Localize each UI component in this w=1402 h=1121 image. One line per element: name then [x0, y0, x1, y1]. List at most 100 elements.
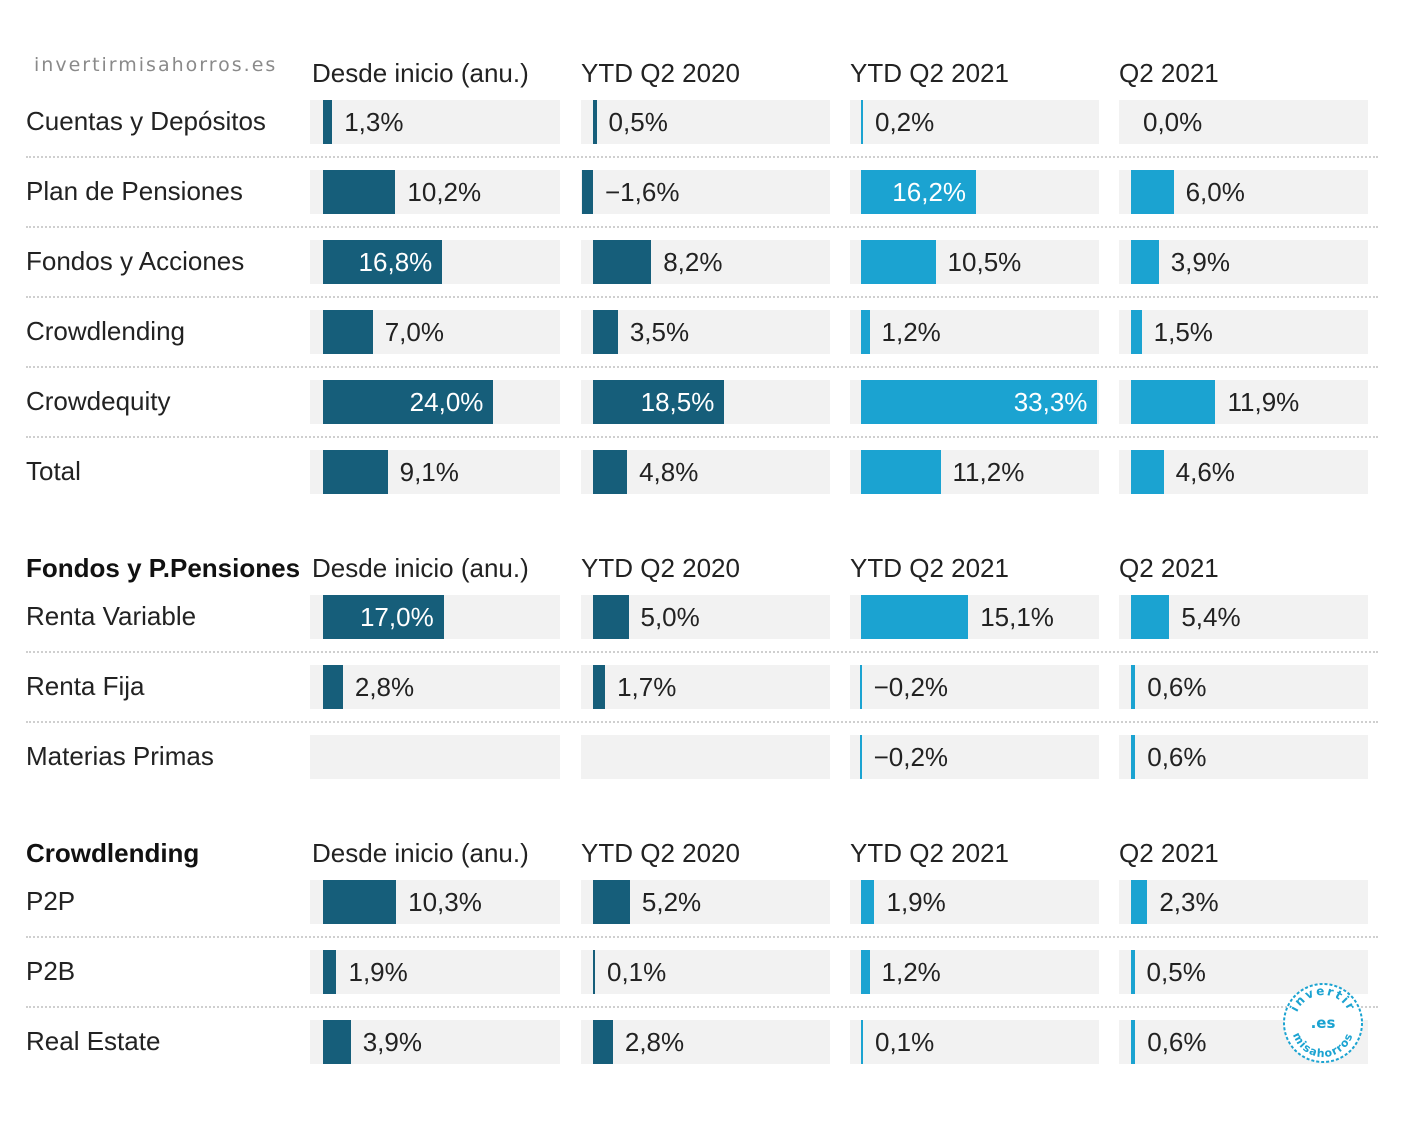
bar-track: 10,5%: [850, 240, 1099, 284]
bar-value-label: 16,2%: [892, 177, 967, 207]
bar-track: 8,2%: [581, 240, 830, 284]
column-header: YTD Q2 2021: [850, 58, 1009, 88]
row-divider: [26, 1006, 1378, 1008]
bar-track: 0,2%: [850, 100, 1099, 144]
bar: [1131, 310, 1142, 354]
bar-value-label: 0,6%: [1147, 1027, 1207, 1057]
bar-value-label: 4,8%: [639, 457, 699, 487]
bar-value-label: 5,4%: [1181, 602, 1241, 632]
row-label: Real Estate: [26, 1026, 161, 1056]
bar: [323, 665, 343, 709]
row-label: P2B: [26, 956, 76, 986]
section-title: Fondos y P.Pensiones: [26, 553, 301, 583]
bar-track: 2,3%: [1119, 880, 1368, 924]
row-label: Fondos y Acciones: [26, 246, 245, 276]
bar: [1131, 950, 1135, 994]
watermark: invertirmisahorros.es: [34, 54, 278, 76]
row-divider: [26, 366, 1378, 368]
bar-value-label: 2,8%: [624, 1027, 685, 1057]
bar: [1131, 880, 1148, 924]
bar-value-label: 5,0%: [640, 602, 700, 632]
bar: [593, 665, 606, 709]
bar-value-label: 10,5%: [947, 247, 1022, 277]
bar-track: 4,6%: [1119, 450, 1368, 494]
bar-track: 18,5%: [581, 380, 830, 424]
bar: [581, 170, 593, 214]
row-divider: [26, 936, 1378, 938]
bar: [323, 240, 443, 284]
bar-value-label: 1,9%: [886, 887, 946, 917]
bar-track: 0,1%: [850, 1020, 1099, 1064]
site-stamp-logo: invertir .es misahorros: [1283, 983, 1363, 1063]
bar-track: 5,0%: [581, 595, 830, 639]
bar-value-label: 0,5%: [608, 107, 668, 137]
bar-track: [581, 735, 830, 779]
bar-value-label: 24,0%: [409, 387, 484, 417]
bar: [1131, 735, 1136, 779]
bar-value-label: 8,2%: [663, 247, 723, 277]
bar: [861, 1020, 863, 1064]
bar-track: 0,1%: [581, 950, 830, 994]
bar-value-label: 9,1%: [399, 457, 459, 487]
bar-value-label: 2,8%: [354, 672, 415, 702]
bar: [593, 450, 628, 494]
column-header: Q2 2021: [1119, 838, 1219, 868]
bar-value-label: 15,1%: [980, 602, 1054, 632]
column-header: YTD Q2 2021: [850, 838, 1009, 868]
bar-value-label: 11,9%: [1227, 387, 1300, 417]
bar: [323, 310, 373, 354]
bar-value-label: −0,2%: [873, 672, 949, 702]
row-label: Renta Fija: [26, 671, 145, 701]
bar-track: 7,0%: [310, 310, 560, 354]
bar-value-label: 1,2%: [881, 957, 941, 987]
bar-value-label: 2,3%: [1159, 887, 1219, 917]
bar: [323, 1020, 351, 1064]
bar-track: 6,0%: [1119, 170, 1368, 214]
bar-track: 1,9%: [310, 950, 560, 994]
bar-track: 1,5%: [1119, 310, 1368, 354]
bar-track: 11,9%: [1119, 380, 1368, 424]
bar: [1131, 170, 1174, 214]
bar-value-label: 5,2%: [641, 887, 702, 917]
bar: [593, 1020, 613, 1064]
bar-track: 0,5%: [581, 100, 830, 144]
bar-track: 3,9%: [1119, 240, 1368, 284]
bar-value-label: 11,2%: [952, 457, 1025, 487]
bar: [323, 450, 388, 494]
bar-track: 1,2%: [850, 310, 1099, 354]
column-header: YTD Q2 2021: [850, 553, 1009, 583]
bar-track: 0,0%: [1119, 100, 1368, 144]
bar-value-label: 0,6%: [1147, 742, 1207, 772]
bar-track: 2,8%: [310, 665, 560, 709]
bar: [861, 595, 969, 639]
column-header: Desde inicio (anu.): [312, 553, 529, 583]
bar-track: 11,2%: [850, 450, 1099, 494]
row-label: Crowdlending: [26, 316, 185, 346]
bar-track: 0,6%: [1119, 735, 1368, 779]
row-divider: [26, 436, 1378, 438]
bar-track: 0,6%: [1119, 665, 1368, 709]
bar-value-label: 10,2%: [407, 177, 482, 207]
bar-track: 5,4%: [1119, 595, 1368, 639]
svg-text:.es: .es: [1311, 1014, 1336, 1032]
bar-track: 1,7%: [581, 665, 830, 709]
bar: [323, 380, 494, 424]
bar: [861, 240, 936, 284]
bar-track: 10,3%: [310, 880, 560, 924]
bar: [1131, 595, 1170, 639]
row-label: Plan de Pensiones: [26, 176, 243, 206]
bar: [859, 735, 862, 779]
bar-track: 10,2%: [310, 170, 560, 214]
bar-value-label: −1,6%: [605, 177, 680, 207]
row-divider: [26, 721, 1378, 723]
bar-track: 5,2%: [581, 880, 830, 924]
bar-value-label: 4,6%: [1175, 457, 1235, 487]
bar: [593, 380, 725, 424]
bar-value-label: 1,2%: [881, 317, 941, 347]
row-divider: [26, 651, 1378, 653]
bar-track: 16,8%: [310, 240, 560, 284]
bar: [323, 595, 444, 639]
bar-value-label: 3,9%: [1170, 247, 1230, 277]
bar-value-label: 3,9%: [362, 1027, 422, 1057]
bar: [861, 380, 1098, 424]
